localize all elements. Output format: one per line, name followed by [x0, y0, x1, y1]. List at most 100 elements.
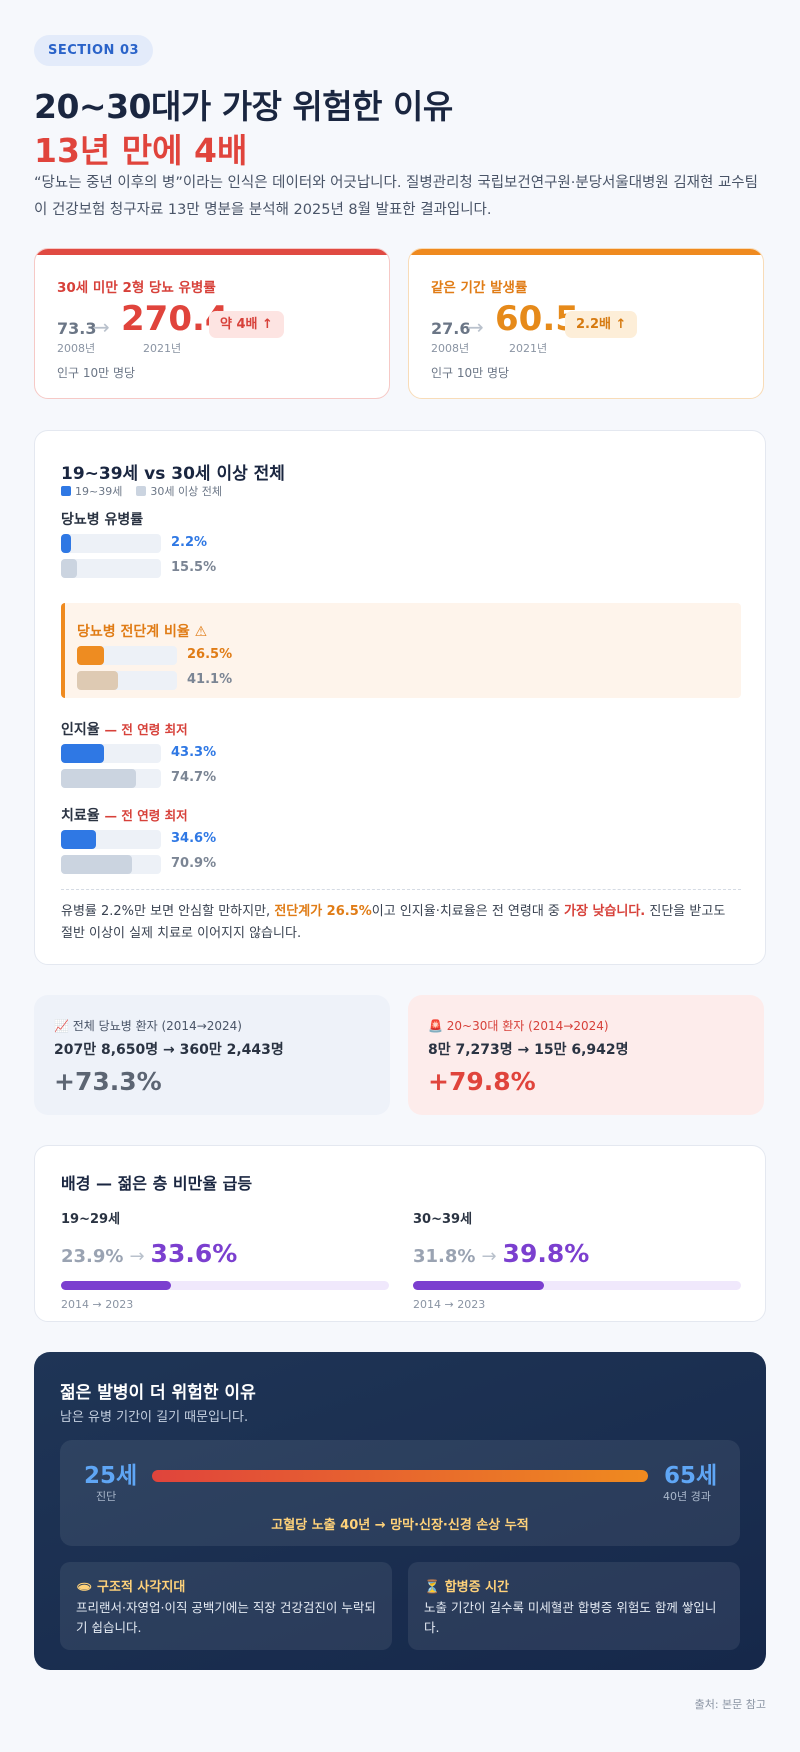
- group-label-text: 인지율: [61, 722, 100, 738]
- tip-desc: 프리랜서·자영업·이직 공백기에는 직장 건강검진이 누락되기 쉽습니다.: [76, 1600, 376, 1635]
- risk-timeline: 25세 진단 65세 40년 경과 고혈당 노출 40년 → 망막·신장·신경 …: [60, 1440, 740, 1546]
- group-treatment: 치료율 — 전 연령 최저 34.6% 70.9%: [61, 805, 741, 877]
- legend: 19~39세 30세 이상 전체: [61, 483, 222, 499]
- obesity-old: 31.8%: [413, 1246, 476, 1267]
- arrow-right-icon: →: [481, 1246, 497, 1267]
- obesity-title: 배경 — 젊은 층 비만율 급등: [61, 1174, 253, 1193]
- bar-value: 15.5%: [171, 560, 217, 575]
- legend-item-all: 30세 이상 전체: [136, 483, 222, 499]
- risk-panel: 젊은 발병이 더 위험한 이유 남은 유병 기간이 길기 때문입니다. 25세 …: [34, 1352, 766, 1670]
- group-warning: — 전 연령 최저: [104, 722, 188, 737]
- comparison-note: 유병률 2.2%만 보면 안심할 만하지만, 전단계가 26.5%이고 인지율·…: [61, 904, 726, 941]
- bar-track: [61, 744, 161, 763]
- bar-track: [61, 769, 161, 788]
- group-awareness: 인지율 — 전 연령 최저 43.3% 74.7%: [61, 719, 741, 791]
- bar-fill: [77, 671, 119, 690]
- legend-label: 19~39세: [75, 485, 123, 498]
- card-accent-bar: [409, 249, 763, 255]
- bar-row-all: 41.1%: [77, 668, 677, 693]
- bar-fill: [61, 534, 71, 553]
- bar-track: [77, 646, 177, 665]
- legend-label: 30세 이상 전체: [150, 485, 222, 498]
- group-label: 당뇨병 유병률: [61, 509, 741, 531]
- bar-row-young: 34.6%: [61, 827, 741, 852]
- stat-old-value: 27.6: [431, 319, 471, 338]
- risk-subtitle: 남은 유병 기간이 길기 때문입니다.: [60, 1410, 249, 1425]
- bar-fill: [61, 855, 132, 874]
- stat-badge: 2.2배 ↑: [565, 311, 638, 338]
- stat-unit: 인구 10만 명당: [57, 366, 136, 380]
- bar-fill: [61, 769, 136, 788]
- patients-label: 🚨 20~30대 환자 (2014→2024): [428, 1019, 609, 1033]
- bar-fill: [61, 830, 96, 849]
- stat-new-year: 2021년: [143, 342, 182, 355]
- obesity-values: 31.8% → 39.8%: [413, 1239, 741, 1273]
- obesity-years: 2014 → 2023: [61, 1298, 134, 1311]
- patients-values: 207만 8,650명 → 360만 2,443명: [54, 1042, 284, 1058]
- bar-row-young: 26.5%: [77, 643, 677, 668]
- tip-title: 🕳 구조적 사각지대: [76, 1580, 186, 1595]
- tip-desc: 노출 기간이 길수록 미세혈관 합병증 위험도 함께 쌓입니다.: [424, 1600, 717, 1635]
- card-accent-bar: [35, 249, 389, 255]
- stat-old-year: 2008년: [431, 342, 470, 355]
- bar-value: 41.1%: [187, 672, 233, 687]
- group-label: 당뇨병 전단계 비율 ⚠: [77, 621, 677, 643]
- group-label-text: 당뇨병 유병률: [61, 512, 144, 528]
- group-prediabetes: 당뇨병 전단계 비율 ⚠ 26.5% 41.1%: [77, 621, 677, 693]
- bar-fill: [61, 559, 77, 578]
- obesity-fill: [413, 1281, 544, 1290]
- start-age-label: 진단: [96, 1490, 117, 1503]
- divider: [61, 889, 741, 890]
- group-label: 인지율 — 전 연령 최저: [61, 719, 741, 741]
- obesity-col-30s: 30~39세 31.8% → 39.8% 2014 → 2023: [413, 1208, 741, 1311]
- bar-value: 74.7%: [171, 770, 217, 785]
- start-age: 25세: [84, 1463, 138, 1489]
- obesity-card: 배경 — 젊은 층 비만율 급등 19~29세 23.9% → 33.6% 2014…: [34, 1145, 766, 1322]
- comparison-card: 19~39세 vs 30세 이상 전체 19~39세 30세 이상 전체 당뇨병…: [34, 430, 766, 965]
- group-label: 치료율 — 전 연령 최저: [61, 805, 741, 827]
- bar-track: [61, 855, 161, 874]
- legend-swatch: [136, 486, 147, 496]
- lead-paragraph: “당뇨는 중년 이후의 병”이라는 인식은 데이터와 어긋납니다. 질병관리청 …: [34, 175, 758, 218]
- obesity-fill: [61, 1281, 172, 1290]
- bar-track: [61, 559, 161, 578]
- tip-complication-time: ⏳ 합병증 시간 노출 기간이 길수록 미세혈관 합병증 위험도 함께 쌓입니다…: [408, 1562, 740, 1650]
- stat-old-value: 73.3: [57, 319, 97, 338]
- bar-row-all: 70.9%: [61, 852, 741, 877]
- bar-row-all: 15.5%: [61, 556, 741, 581]
- page-subtitle: 13년 만에 4배: [34, 131, 248, 170]
- bar-fill: [61, 744, 105, 763]
- end-age-label: 40년 경과: [663, 1490, 711, 1503]
- legend-swatch: [61, 486, 71, 496]
- legend-item-young: 19~39세: [61, 483, 122, 499]
- bar-value: 43.3%: [171, 745, 217, 760]
- obesity-age-label: 30~39세: [413, 1212, 473, 1227]
- stat-unit: 인구 10만 명당: [431, 366, 510, 380]
- tip-blind-spot: 🕳 구조적 사각지대 프리랜서·자영업·이직 공백기에는 직장 건강검진이 누락…: [60, 1562, 392, 1650]
- obesity-years: 2014 → 2023: [413, 1298, 486, 1311]
- young-patients-card: 🚨 20~30대 환자 (2014→2024) 8만 7,273명 → 15만 …: [408, 995, 764, 1115]
- group-prevalence: 당뇨병 유병률 2.2% 15.5%: [61, 509, 741, 581]
- stat-old-year: 2008년: [57, 342, 96, 355]
- stat-new-value: 60.5: [495, 299, 579, 339]
- patients-growth: +79.8%: [428, 1067, 536, 1096]
- obesity-track: [61, 1281, 389, 1290]
- bar-row-young: 43.3%: [61, 741, 741, 766]
- obesity-old: 23.9%: [61, 1246, 124, 1267]
- bar-track: [61, 534, 161, 553]
- obesity-age-label: 19~29세: [61, 1212, 121, 1227]
- tip-title: ⏳ 합병증 시간: [424, 1580, 510, 1595]
- patients-label: 📈 전체 당뇨병 환자 (2014→2024): [54, 1019, 242, 1033]
- obesity-col-20s: 19~29세 23.9% → 33.6% 2014 → 2023: [61, 1208, 389, 1311]
- bar-fill: [77, 646, 104, 665]
- total-patients-card: 📈 전체 당뇨병 환자 (2014→2024) 207만 8,650명 → 36…: [34, 995, 390, 1115]
- end-age: 65세: [664, 1463, 718, 1489]
- patients-growth: +73.3%: [54, 1067, 162, 1096]
- group-label-text: 당뇨병 전단계 비율 ⚠: [77, 624, 208, 640]
- bar-value: 2.2%: [171, 535, 208, 550]
- group-label-text: 치료율: [61, 808, 100, 824]
- bar-value: 70.9%: [171, 856, 217, 871]
- exposure-bar: [152, 1470, 648, 1482]
- obesity-new: 39.8%: [502, 1239, 590, 1268]
- timeline-caption: 고혈당 노출 40년 → 망막·신장·신경 손상 누적: [271, 1518, 529, 1533]
